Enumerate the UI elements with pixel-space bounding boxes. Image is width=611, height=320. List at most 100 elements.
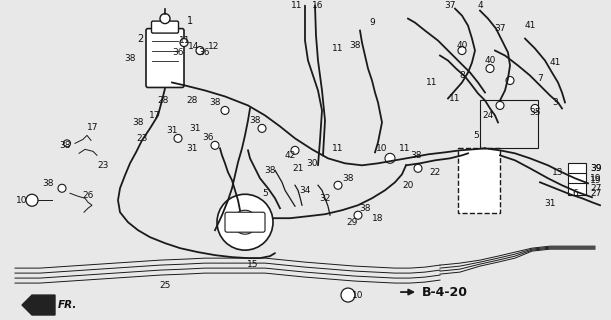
Text: 8: 8 — [459, 71, 465, 80]
Circle shape — [211, 141, 219, 149]
Circle shape — [414, 164, 422, 172]
Text: 38: 38 — [359, 204, 371, 213]
Text: 20: 20 — [402, 181, 414, 190]
Circle shape — [486, 65, 494, 73]
Text: 5: 5 — [262, 189, 268, 198]
Text: 29: 29 — [346, 218, 357, 227]
Text: 22: 22 — [430, 168, 441, 177]
Text: 38: 38 — [42, 179, 54, 188]
Circle shape — [341, 288, 355, 302]
Text: 10: 10 — [376, 144, 388, 153]
Text: 38: 38 — [124, 54, 136, 63]
Text: 27: 27 — [590, 189, 602, 198]
FancyBboxPatch shape — [146, 28, 184, 87]
Text: 37: 37 — [444, 1, 456, 10]
Text: 13: 13 — [552, 168, 564, 177]
Text: 11: 11 — [179, 36, 191, 45]
Text: 36: 36 — [172, 48, 184, 57]
Text: 11: 11 — [449, 94, 461, 103]
Text: 40: 40 — [456, 41, 467, 50]
Text: 11: 11 — [332, 44, 344, 53]
Circle shape — [458, 46, 466, 54]
Text: 38: 38 — [410, 151, 422, 160]
Text: 38: 38 — [249, 116, 261, 125]
Bar — [568, 173, 586, 185]
Circle shape — [531, 104, 539, 112]
Circle shape — [58, 184, 66, 192]
FancyBboxPatch shape — [225, 212, 265, 232]
Text: 23: 23 — [97, 161, 109, 170]
Text: 31: 31 — [189, 124, 201, 133]
Circle shape — [160, 14, 170, 24]
Text: 36: 36 — [198, 48, 210, 57]
Text: 39: 39 — [590, 164, 602, 173]
FancyBboxPatch shape — [152, 21, 178, 33]
Text: 31: 31 — [186, 144, 198, 153]
Text: 17: 17 — [149, 111, 161, 120]
Text: 38: 38 — [59, 141, 71, 150]
Circle shape — [385, 153, 395, 163]
Text: 28: 28 — [157, 96, 169, 105]
Text: 38: 38 — [342, 174, 354, 183]
Circle shape — [496, 101, 504, 109]
Text: 2: 2 — [137, 34, 143, 44]
Bar — [480, 100, 538, 148]
Text: 38: 38 — [132, 118, 144, 127]
Text: 35: 35 — [529, 108, 541, 117]
Bar — [458, 148, 500, 213]
Text: B-4-20: B-4-20 — [422, 285, 468, 299]
Text: 31: 31 — [166, 126, 178, 135]
Text: 42: 42 — [284, 151, 296, 160]
Text: 14: 14 — [188, 42, 200, 51]
Text: 15: 15 — [247, 260, 258, 268]
Text: 1: 1 — [187, 16, 193, 26]
Bar — [568, 163, 586, 175]
Text: 6: 6 — [572, 189, 578, 198]
Text: 38: 38 — [264, 166, 276, 175]
Text: 5: 5 — [473, 131, 479, 140]
Polygon shape — [22, 295, 55, 315]
Text: 38: 38 — [209, 98, 221, 107]
Text: 12: 12 — [208, 42, 220, 51]
Circle shape — [26, 194, 38, 206]
Circle shape — [291, 146, 299, 154]
Text: 16: 16 — [312, 1, 324, 10]
Text: 37: 37 — [494, 24, 506, 33]
Text: 39: 39 — [590, 164, 602, 173]
Text: 10: 10 — [353, 291, 364, 300]
Circle shape — [217, 194, 273, 250]
Text: 11: 11 — [291, 1, 302, 10]
Text: 21: 21 — [292, 164, 304, 173]
Circle shape — [221, 107, 229, 115]
Text: 10: 10 — [16, 196, 27, 205]
Text: 24: 24 — [482, 111, 494, 120]
Text: 7: 7 — [537, 74, 543, 83]
Text: 32: 32 — [320, 194, 331, 203]
Text: 34: 34 — [299, 186, 310, 195]
Text: 19: 19 — [590, 176, 602, 185]
Circle shape — [174, 134, 182, 142]
Circle shape — [64, 140, 70, 147]
Text: 17: 17 — [87, 123, 99, 132]
Text: 19: 19 — [590, 174, 602, 183]
Text: 11: 11 — [399, 144, 411, 153]
Circle shape — [258, 124, 266, 132]
Text: 41: 41 — [549, 58, 561, 67]
Text: 28: 28 — [186, 96, 198, 105]
Circle shape — [196, 46, 204, 54]
Text: 36: 36 — [202, 133, 214, 142]
Text: 11: 11 — [426, 78, 437, 87]
Text: 9: 9 — [369, 18, 375, 27]
Text: 25: 25 — [159, 281, 170, 290]
Text: 27: 27 — [590, 184, 602, 193]
Text: 18: 18 — [372, 214, 384, 223]
Text: 40: 40 — [485, 56, 496, 65]
Text: 41: 41 — [524, 21, 536, 30]
Text: 26: 26 — [82, 191, 93, 200]
Text: 3: 3 — [552, 98, 558, 107]
Circle shape — [354, 211, 362, 219]
Text: 31: 31 — [544, 199, 556, 208]
Text: 23: 23 — [136, 134, 148, 143]
Circle shape — [180, 39, 188, 46]
Bar — [568, 183, 586, 195]
